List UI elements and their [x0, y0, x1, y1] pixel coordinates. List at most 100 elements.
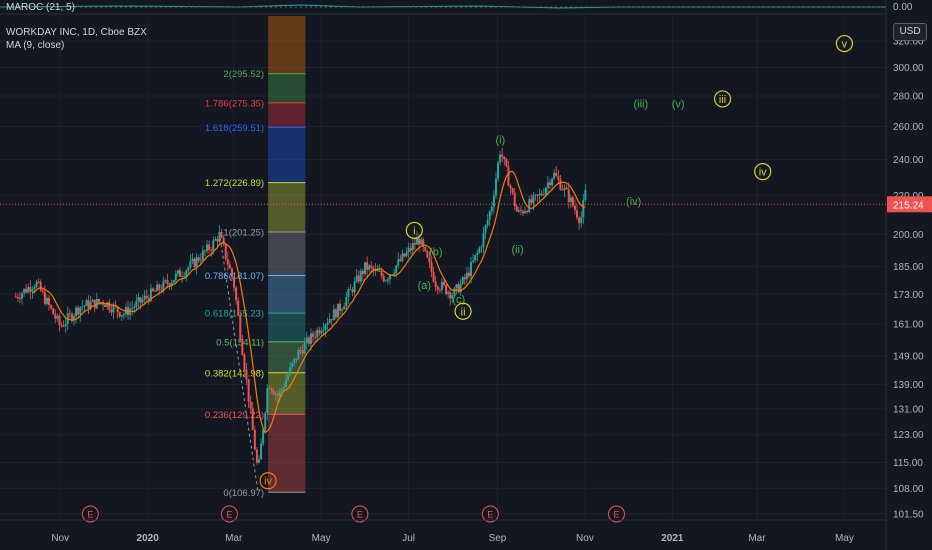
candle-body — [436, 286, 439, 290]
wave-label: iv — [264, 476, 272, 488]
candle-body — [546, 182, 549, 188]
candle-body — [326, 323, 329, 326]
candle-body — [62, 325, 65, 327]
candle-body — [199, 260, 202, 261]
candle-body — [197, 257, 200, 261]
candle-body — [536, 194, 539, 196]
candle-body — [445, 284, 448, 295]
candle-body — [170, 282, 173, 287]
candle-body — [189, 261, 192, 268]
candle-body — [151, 288, 154, 291]
y-tick-label: 108.00 — [893, 484, 924, 495]
candle-body — [48, 298, 51, 306]
x-tick-label: May — [312, 533, 331, 544]
candle-body — [274, 393, 277, 395]
candle-body — [428, 257, 431, 263]
fib-level-label: 0(106.97) — [223, 488, 264, 499]
candle-body — [461, 277, 464, 284]
symbol-title[interactable]: WORKDAY INC, 1D, Cboe BZX — [6, 27, 147, 38]
candle-body — [172, 280, 175, 283]
candle-body — [484, 225, 487, 233]
last-price-label: 215.24 — [893, 200, 924, 211]
candle-body — [143, 295, 146, 300]
fib-band — [268, 102, 306, 128]
candle-body — [220, 232, 223, 238]
fib-band — [268, 182, 306, 232]
candle-body — [260, 443, 263, 460]
candle-body — [488, 211, 491, 220]
candle-body — [401, 253, 404, 261]
candle-body — [507, 166, 510, 186]
candle-body — [567, 189, 570, 202]
candle-body — [243, 354, 246, 370]
candle-body — [316, 329, 319, 338]
candle-body — [50, 305, 53, 309]
candle-body — [399, 259, 402, 261]
candle-body — [45, 298, 48, 304]
candle-body — [60, 325, 63, 326]
currency-button[interactable]: USD — [893, 23, 927, 41]
indicator-pane-label[interactable]: MAROC (21, 5) — [6, 2, 75, 13]
candle-body — [499, 154, 502, 163]
candle-body — [208, 244, 211, 250]
ma-legend-label[interactable]: MA (9, close) — [6, 40, 65, 51]
fib-band — [268, 16, 306, 74]
candle-body — [297, 350, 300, 360]
y-tick-label: 200.00 — [893, 230, 924, 241]
candle-body — [505, 159, 508, 167]
y-tick-label: 149.00 — [893, 351, 924, 362]
candle-body — [561, 189, 564, 191]
wave-label: iv — [759, 167, 767, 179]
candle-body — [519, 210, 522, 212]
candle-body — [470, 261, 473, 277]
candle-body — [239, 315, 242, 340]
candle-body — [187, 267, 190, 271]
candle-body — [314, 336, 317, 338]
candle-body — [501, 154, 504, 157]
candle-body — [139, 297, 142, 303]
candle-body — [210, 249, 213, 251]
candle-body — [565, 187, 568, 190]
candle-body — [87, 300, 90, 309]
candle-body — [253, 429, 256, 450]
candle-body — [23, 288, 26, 294]
fib-band — [268, 127, 306, 183]
candle-body — [183, 275, 186, 277]
candle-body — [534, 194, 537, 196]
candle-body — [295, 358, 298, 360]
candle-body — [397, 259, 400, 266]
candle-body — [324, 325, 327, 331]
earnings-marker-label: E — [487, 510, 493, 520]
candle-body — [270, 388, 273, 391]
candle-body — [305, 337, 308, 344]
candle-body — [160, 289, 163, 291]
candle-body — [528, 199, 531, 213]
candle-body — [164, 280, 167, 282]
candle-body — [551, 178, 554, 186]
candle-body — [318, 329, 321, 334]
candle-body — [241, 339, 244, 355]
candle-body — [426, 250, 429, 258]
candle-body — [70, 313, 73, 321]
earnings-marker-label: E — [226, 510, 232, 520]
candle-body — [218, 232, 221, 242]
candle-body — [453, 288, 456, 296]
candle-body — [137, 297, 140, 302]
candle-body — [75, 307, 78, 317]
candle-body — [339, 303, 342, 311]
candle-body — [25, 288, 28, 293]
fibonacci-extension[interactable]: 2(295.52) 1.786(275.35) 1.618(259.51) 1.272… — [205, 16, 306, 499]
candle-body — [361, 270, 364, 274]
y-tick-label: 173.00 — [893, 290, 924, 301]
candle-body — [268, 388, 271, 390]
candle-body — [438, 289, 441, 291]
candle-body — [540, 193, 543, 195]
candle-body — [251, 408, 254, 430]
x-tick-label: 2020 — [137, 533, 160, 544]
candle-body — [386, 279, 389, 281]
candle-body — [193, 258, 196, 267]
x-tick-label: Mar — [225, 533, 243, 544]
